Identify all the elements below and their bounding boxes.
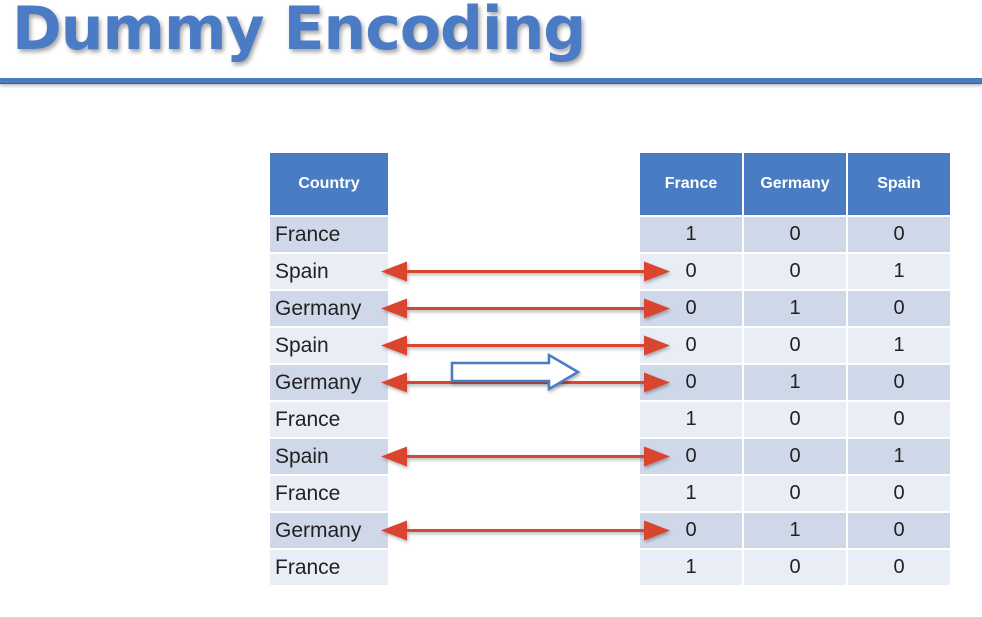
encoded-row: 1 0 0 [640, 402, 950, 437]
country-row: France [270, 217, 388, 252]
country-row: Germany [270, 365, 388, 400]
germany-value-cell: 0 [744, 328, 846, 363]
country-row: Spain [270, 328, 388, 363]
country-cell: Spain [270, 439, 388, 474]
encoded-row: 1 0 0 [640, 217, 950, 252]
spain-value-cell: 0 [848, 402, 950, 437]
germany-value-cell: 0 [744, 439, 846, 474]
encoded-row: 0 0 1 [640, 439, 950, 474]
france-value-cell: 0 [640, 439, 742, 474]
country-row: France [270, 402, 388, 437]
country-row: Germany [270, 513, 388, 548]
country-cell: Spain [270, 328, 388, 363]
country-cell: Spain [270, 254, 388, 289]
germany-value-cell: 1 [744, 365, 846, 400]
country-row: France [270, 550, 388, 585]
slide-title: Dummy Encoding [12, 0, 586, 64]
france-value-cell: 0 [640, 291, 742, 326]
germany-value-cell: 1 [744, 513, 846, 548]
encoded-row: 0 1 0 [640, 291, 950, 326]
double-headed-red-arrow-icon [381, 446, 670, 467]
country-cell: Germany [270, 291, 388, 326]
germany-value-cell: 0 [744, 476, 846, 511]
germany-value-cell: 1 [744, 291, 846, 326]
title-underline [0, 78, 982, 84]
germany-value-cell: 0 [744, 217, 846, 252]
encoded-row: 0 1 0 [640, 513, 950, 548]
spain-value-cell: 0 [848, 291, 950, 326]
france-value-cell: 0 [640, 513, 742, 548]
dummy-variables-table: France Germany Spain 1 0 0 0 0 1 0 1 0 0… [638, 151, 952, 587]
encoded-row: 0 1 0 [640, 365, 950, 400]
spain-value-cell: 1 [848, 439, 950, 474]
double-headed-red-arrow-icon [381, 520, 670, 541]
germany-value-cell: 0 [744, 550, 846, 585]
spain-value-cell: 0 [848, 550, 950, 585]
france-value-cell: 1 [640, 217, 742, 252]
france-value-cell: 1 [640, 550, 742, 585]
france-value-cell: 1 [640, 476, 742, 511]
country-cell: France [270, 402, 388, 437]
country-cell: France [270, 476, 388, 511]
country-row: Germany [270, 291, 388, 326]
germany-value-cell: 0 [744, 254, 846, 289]
country-row: Spain [270, 439, 388, 474]
country-table: Country France Spain Germany Spain Germa… [268, 151, 390, 587]
spain-value-cell: 1 [848, 254, 950, 289]
france-value-cell: 0 [640, 328, 742, 363]
encoded-row: 0 0 1 [640, 254, 950, 289]
double-headed-red-arrow-icon [381, 335, 670, 356]
double-headed-red-arrow-icon [381, 261, 670, 282]
spain-value-cell: 0 [848, 513, 950, 548]
spain-value-cell: 0 [848, 476, 950, 511]
encoded-row: 0 0 1 [640, 328, 950, 363]
country-cell: France [270, 217, 388, 252]
france-value-cell: 0 [640, 254, 742, 289]
country-cell: Germany [270, 365, 388, 400]
france-column-header: France [640, 153, 742, 215]
double-headed-red-arrow-icon [381, 372, 670, 393]
double-headed-red-arrow-icon [381, 298, 670, 319]
encoded-row: 1 0 0 [640, 476, 950, 511]
germany-column-header: Germany [744, 153, 846, 215]
spain-value-cell: 1 [848, 328, 950, 363]
france-value-cell: 1 [640, 402, 742, 437]
france-value-cell: 0 [640, 365, 742, 400]
country-column-header: Country [270, 153, 388, 215]
country-row: France [270, 476, 388, 511]
country-cell: Germany [270, 513, 388, 548]
country-row: Spain [270, 254, 388, 289]
encoded-row: 1 0 0 [640, 550, 950, 585]
spain-column-header: Spain [848, 153, 950, 215]
spain-value-cell: 0 [848, 217, 950, 252]
germany-value-cell: 0 [744, 402, 846, 437]
country-cell: France [270, 550, 388, 585]
outlined-right-arrow-icon [450, 352, 581, 392]
spain-value-cell: 0 [848, 365, 950, 400]
mapping-arrows-group [381, 261, 670, 541]
